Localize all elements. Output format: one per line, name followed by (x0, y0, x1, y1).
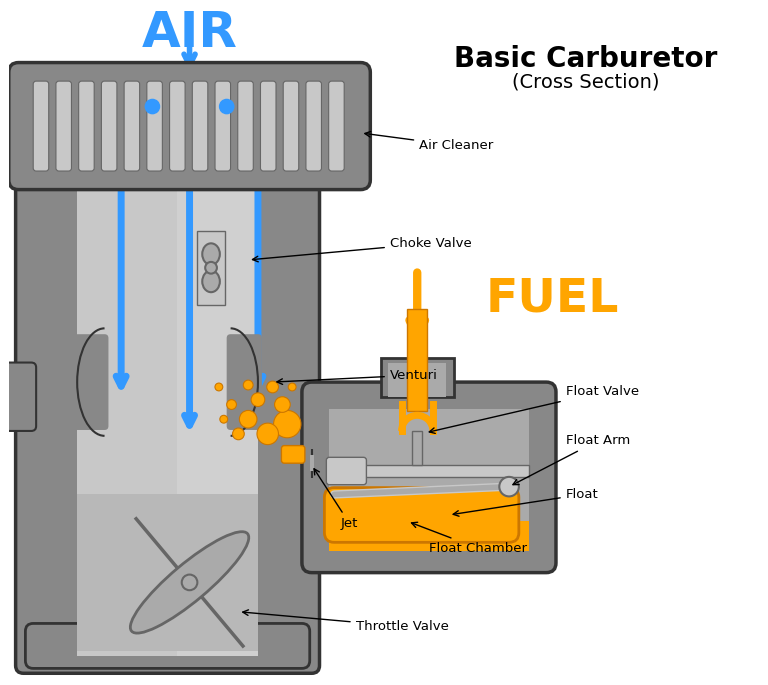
Ellipse shape (202, 271, 220, 292)
Circle shape (205, 262, 217, 273)
Text: Basic Carburetor: Basic Carburetor (454, 45, 717, 73)
Text: FUEL: FUEL (485, 277, 619, 321)
Text: Venturi: Venturi (277, 369, 438, 384)
FancyBboxPatch shape (78, 81, 94, 171)
Circle shape (499, 477, 519, 497)
FancyBboxPatch shape (33, 81, 48, 171)
Bar (329, 521, 528, 551)
FancyBboxPatch shape (260, 81, 276, 171)
Bar (329, 410, 528, 545)
FancyBboxPatch shape (281, 446, 305, 463)
Circle shape (219, 99, 234, 114)
Text: Float Arm: Float Arm (513, 434, 630, 485)
Circle shape (220, 415, 227, 423)
FancyBboxPatch shape (25, 623, 310, 669)
Bar (310, 456, 313, 471)
FancyBboxPatch shape (56, 81, 71, 171)
FancyBboxPatch shape (227, 334, 262, 430)
Ellipse shape (202, 243, 220, 265)
Text: Choke Valve: Choke Valve (253, 237, 472, 262)
Circle shape (243, 380, 253, 390)
Text: (Cross Section): (Cross Section) (511, 73, 659, 91)
FancyBboxPatch shape (101, 81, 117, 171)
FancyBboxPatch shape (326, 458, 366, 485)
Text: Jet: Jet (314, 469, 359, 530)
Bar (381, 358, 454, 397)
Circle shape (288, 383, 296, 391)
Circle shape (233, 428, 244, 440)
Bar (389, 362, 446, 397)
Text: Float: Float (453, 488, 598, 516)
FancyBboxPatch shape (0, 362, 36, 431)
Text: Air Cleaner: Air Cleaner (365, 132, 493, 152)
FancyBboxPatch shape (302, 382, 556, 573)
Bar (329, 465, 528, 477)
FancyBboxPatch shape (215, 81, 230, 171)
Bar (408, 309, 427, 412)
Circle shape (182, 575, 197, 590)
Circle shape (275, 397, 290, 412)
Bar (77, 495, 258, 651)
Circle shape (251, 393, 265, 406)
Circle shape (257, 423, 279, 445)
Circle shape (144, 99, 161, 114)
Bar (310, 426, 329, 495)
FancyBboxPatch shape (73, 334, 108, 430)
FancyBboxPatch shape (329, 81, 344, 171)
Ellipse shape (131, 532, 249, 633)
Text: AIR: AIR (141, 9, 237, 57)
FancyBboxPatch shape (147, 81, 162, 171)
Bar (197, 231, 225, 305)
FancyBboxPatch shape (170, 81, 185, 171)
FancyBboxPatch shape (283, 81, 299, 171)
Circle shape (273, 410, 301, 438)
Text: Float Valve: Float Valve (429, 386, 639, 434)
Circle shape (215, 383, 223, 391)
Text: Float Chamber: Float Chamber (412, 522, 527, 555)
Bar (77, 114, 258, 656)
Text: Throttle Valve: Throttle Valve (243, 610, 449, 633)
FancyBboxPatch shape (15, 96, 319, 673)
Bar (177, 114, 258, 656)
FancyBboxPatch shape (238, 81, 253, 171)
FancyBboxPatch shape (324, 488, 519, 543)
Circle shape (240, 410, 257, 428)
Circle shape (266, 381, 279, 393)
Circle shape (227, 399, 237, 410)
FancyBboxPatch shape (124, 81, 140, 171)
FancyBboxPatch shape (306, 81, 322, 171)
FancyBboxPatch shape (8, 62, 370, 190)
Bar (412, 431, 422, 465)
FancyBboxPatch shape (192, 81, 208, 171)
